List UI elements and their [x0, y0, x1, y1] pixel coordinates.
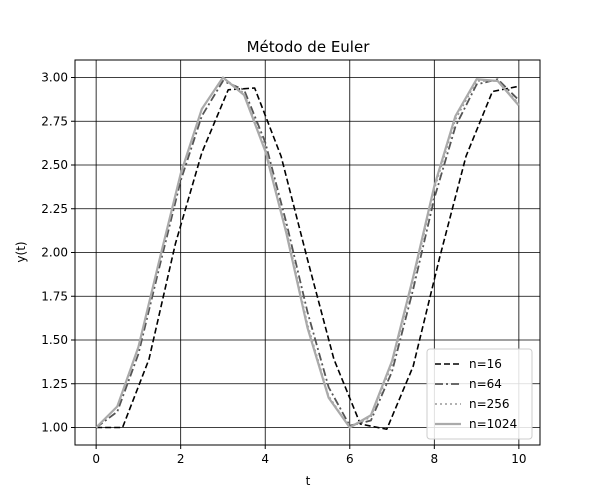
legend-label: n=1024 — [469, 417, 517, 431]
x-axis-label: t — [306, 474, 311, 488]
x-tick-label: 10 — [511, 452, 526, 466]
ticks: 0 2 4 6 8 10 1.00 1.25 1.50 1.75 2.00 2.25 2.50 2.75 3… — [41, 71, 526, 467]
series-line-n-16 — [96, 85, 520, 431]
legend-box — [426, 348, 533, 440]
x-tick-label: 0 — [92, 452, 100, 466]
y-tick-label: 2.75 — [41, 114, 68, 128]
y-axis-label: y(t) — [14, 241, 28, 262]
series-line-n-1024 — [95, 76, 520, 429]
y-tick-label: 2.00 — [41, 246, 68, 260]
y-tick-label: 1.00 — [41, 421, 68, 435]
x-tick-label: 2 — [177, 452, 185, 466]
y-tick-label: 1.25 — [41, 377, 68, 391]
x-tick-label: 8 — [430, 452, 438, 466]
grid — [75, 60, 540, 445]
y-tick-label: 3.00 — [41, 71, 68, 85]
y-tick-label: 2.50 — [41, 158, 68, 172]
x-tick-label: 4 — [261, 452, 269, 466]
x-tick-label: 6 — [346, 452, 354, 466]
chart-title: Método de Euler — [247, 38, 371, 56]
series-layer — [95, 76, 520, 431]
y-tick-label: 1.50 — [41, 333, 68, 347]
legend-label: n=64 — [469, 377, 502, 391]
series-line-n-64 — [95, 78, 520, 429]
legend-label: n=256 — [469, 397, 510, 411]
y-tick-label: 1.75 — [41, 289, 68, 303]
legend-label: n=16 — [469, 357, 502, 371]
y-tick-label: 2.25 — [41, 202, 68, 216]
legend: n=16 n=64 n=256 n=1024 — [426, 348, 533, 440]
